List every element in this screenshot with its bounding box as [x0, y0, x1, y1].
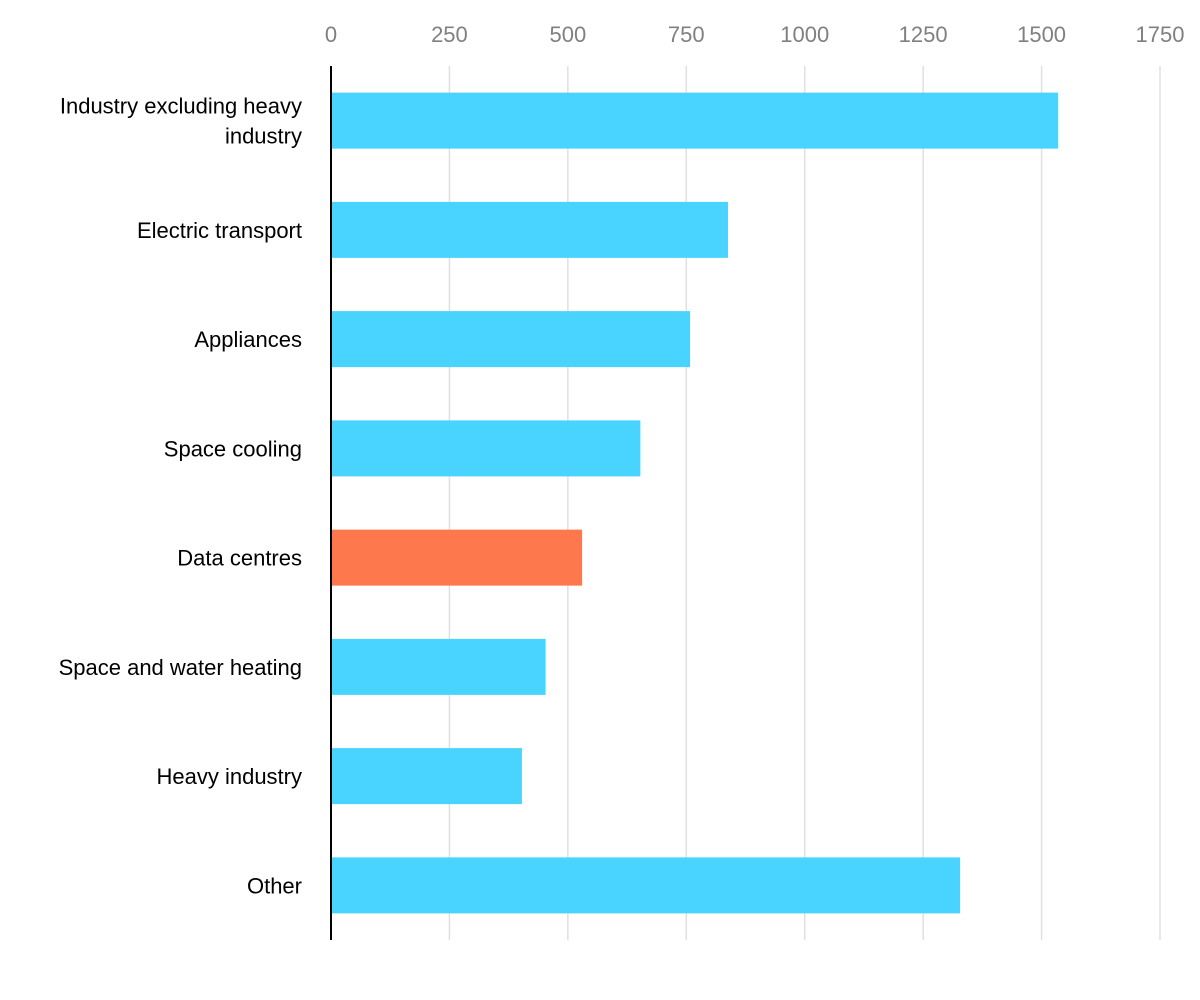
category-label-industry-excluding-heavy-industry: Industry excluding heavy industry [60, 94, 302, 149]
bar-appliances [331, 311, 691, 368]
bar-space-cooling [331, 420, 641, 477]
x-tick-labels: 0 250 500 750 1000 1250 1500 1750 [325, 22, 1185, 47]
x-tick-label-1000: 1000 [780, 22, 829, 47]
x-tick-label-500: 500 [549, 22, 586, 47]
bar-industry-excluding-heavy-industry [331, 92, 1059, 149]
bar-layer [331, 92, 1059, 914]
bar-heavy-industry [331, 748, 522, 805]
bar-other [331, 857, 961, 914]
category-label-electric-transport: Electric transport [137, 218, 302, 243]
x-tick-label-1750: 1750 [1136, 22, 1185, 47]
grid-layer [448, 66, 1161, 940]
category-label-space-and-water-heating: Space and water heating [59, 655, 302, 680]
category-label-appliances: Appliances [194, 327, 302, 352]
x-tick-label-1500: 1500 [1017, 22, 1066, 47]
category-label-heavy-industry: Heavy industry [156, 764, 302, 789]
bar-data-centres [331, 529, 583, 586]
bar-electric-transport [331, 201, 728, 258]
category-label-data-centres: Data centres [177, 546, 302, 571]
category-label-space-cooling: Space cooling [164, 436, 302, 461]
category-labels: Industry excluding heavy industry Electric… [59, 94, 302, 899]
x-tick-label-0: 0 [325, 22, 337, 47]
bar-space-and-water-heating [331, 638, 546, 695]
x-tick-label-1250: 1250 [899, 22, 948, 47]
x-tick-label-250: 250 [431, 22, 468, 47]
category-label-other: Other [247, 873, 302, 898]
x-tick-label-750: 750 [668, 22, 705, 47]
